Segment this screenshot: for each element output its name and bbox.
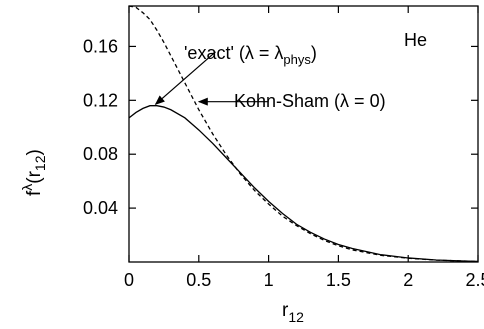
exact-annotation-close: )	[311, 43, 317, 63]
x-ticks: 0 0.5 1 1.5 2 2.5	[124, 6, 484, 290]
kohn-sham-annotation: Kohn-Sham (λ = 0)	[234, 91, 386, 111]
x-tick-label: 1.5	[326, 270, 351, 290]
y-axis-label: fλ(r12)	[19, 149, 48, 196]
y-axis-label-sup: λ	[19, 184, 35, 191]
x-tick-label: 1	[264, 270, 274, 290]
y-axis-label-close: )	[24, 149, 45, 155]
y-tick-label: 0.08	[83, 144, 118, 164]
series-exact-line	[128, 105, 479, 263]
y-axis-label-f: f	[24, 190, 45, 196]
y-tick-label: 0.12	[83, 90, 118, 110]
x-axis-label-sub: 12	[288, 309, 304, 325]
x-axis-label: r12	[282, 300, 304, 325]
series-kohn-sham-line	[128, 5, 479, 263]
x-tick-label: 2.5	[465, 270, 484, 290]
exact-annotation-sub: phys	[283, 52, 311, 67]
element-label: He	[404, 30, 427, 50]
x-tick-label: 0	[124, 270, 134, 290]
plot-frame	[128, 5, 479, 263]
y-ticks: 0.04 0.08 0.12 0.16	[83, 36, 478, 218]
exact-annotation: 'exact' (λ = λphys)	[184, 43, 317, 67]
x-tick-label: 2	[403, 270, 413, 290]
x-tick-label: 0.5	[186, 270, 211, 290]
exact-annotation-arrow	[154, 51, 216, 106]
y-tick-label: 0.16	[83, 36, 118, 56]
y-axis-label-arg: (r	[24, 170, 45, 183]
y-tick-label: 0.04	[83, 198, 118, 218]
exact-annotation-main: 'exact' (λ = λ	[184, 43, 283, 63]
y-axis-label-arg-sub: 12	[32, 155, 48, 171]
x-axis-label-main: r	[282, 300, 289, 321]
